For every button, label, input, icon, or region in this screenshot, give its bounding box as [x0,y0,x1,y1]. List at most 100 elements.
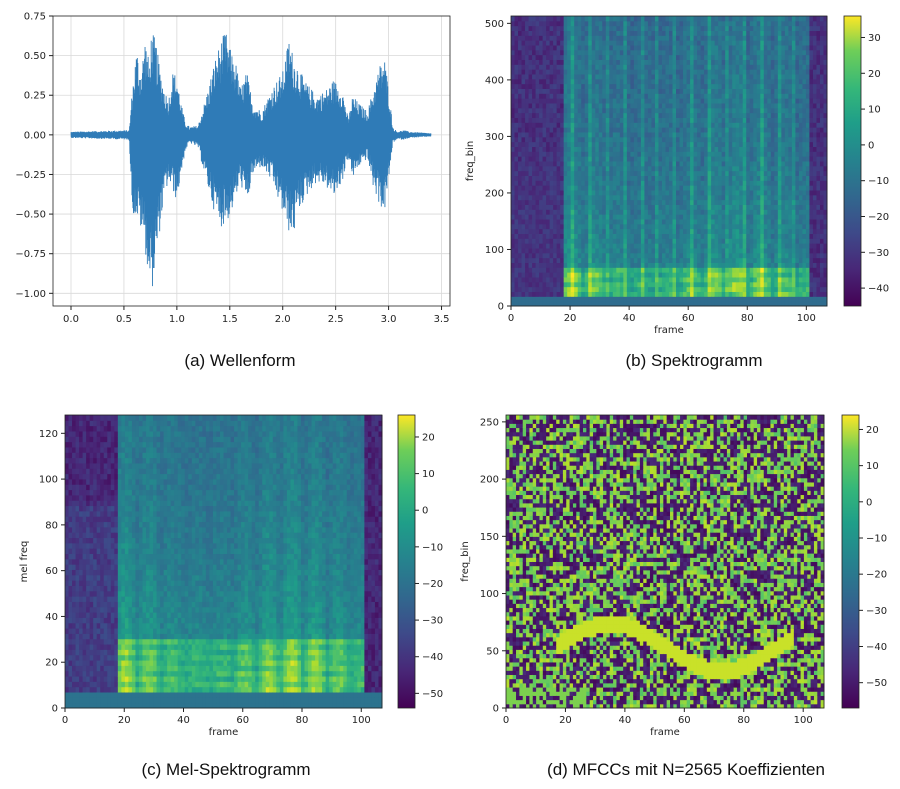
spectrogram-cell [647,301,652,307]
spectrogram-cell [630,214,635,220]
spectrogram-cell [753,161,758,167]
spectrogram-cell [665,98,670,104]
spectrogram-cell [784,267,789,273]
spectrogram-cell [602,45,607,51]
spectrogram-cell [763,98,768,104]
spectrogram-cell [669,272,674,278]
spectrogram-cell [570,59,575,65]
spectrogram-cell [739,146,744,152]
spectrogram-cell [753,228,758,234]
spectrogram-cell [791,103,796,109]
spectrogram-cell [514,185,519,191]
spectrogram-cell [683,209,688,215]
spectrogram-cell [711,30,716,36]
spectrogram-cell [605,248,610,254]
spectrogram-cell [781,209,786,215]
spectrogram-cell [711,252,716,259]
spectrogram-cell [640,257,645,263]
spectrogram-cell [609,170,614,176]
spectrogram-cell [521,40,526,46]
spectrogram-cell [612,185,617,191]
spectrogram-cell [570,296,575,302]
spectrogram-cell [704,233,709,239]
spectrogram-cell [704,209,709,215]
spectrogram-cell [651,93,656,99]
spectrogram-cell [581,252,586,259]
spectrogram-cell [626,141,631,147]
spectrogram-cell [777,267,782,273]
spectrogram-cell [661,277,666,283]
spectrogram-cell [788,132,793,138]
spectrogram-cell [781,267,786,273]
spectrogram-cell [511,281,516,288]
spectrogram-cell [700,291,705,297]
spectrogram-cell [518,117,523,123]
spectrogram-cell [584,165,589,172]
spectrogram-cell [753,301,758,307]
spectrogram-cell [654,272,659,278]
spectrogram-cell [651,170,656,176]
spectrogram-cell [612,45,617,51]
spectrogram-cell [553,233,558,239]
spectrogram-cell [637,199,642,205]
spectrogram-cell [553,74,558,80]
spectrogram-cell [697,296,702,302]
spectrogram-cell [760,107,765,114]
spectrogram-cell [644,170,649,176]
spectrogram-cell [665,277,670,283]
spectrogram-cell [753,180,758,186]
spectrogram-cell [591,88,596,94]
spectrogram-cell [640,136,645,143]
spectrogram-cell [609,54,614,60]
spectrogram-cell [609,233,614,239]
spectrogram-cell [542,204,547,210]
spectrogram-cell [591,243,596,249]
spectrogram-cell [626,223,631,230]
spectrogram-cell [686,141,691,147]
spectrogram-cell [718,74,723,80]
spectrogram-cell [567,281,572,288]
spectrogram-cell [711,49,716,56]
spectrogram-cell [749,40,754,46]
spectrogram-cell [644,243,649,249]
spectrogram-cell [735,132,740,138]
spectrogram-cell [732,233,737,239]
spectrogram-cell [697,74,702,80]
spectrogram-cell [753,49,758,56]
spectrogram-cell [767,161,772,167]
spectrogram-cell [763,248,768,254]
spectrogram-cell [640,141,645,147]
spectrogram-cell [584,54,589,60]
spectrogram-cell [651,252,656,259]
spectrogram-cell [570,194,575,201]
spectrogram-cell [630,204,635,210]
spectrogram-cell [704,156,709,162]
spectrogram-cell [774,296,779,302]
spectrogram-cell [598,228,603,234]
spectrogram-cell [669,151,674,157]
spectrogram-cell [798,223,803,230]
spectrogram-cell [749,78,754,85]
spectrogram-cell [542,170,547,176]
spectrogram-cell [791,16,796,22]
spectrogram-cell [549,281,554,288]
spectrogram-cell [633,107,638,114]
spectrogram-cell [577,204,582,210]
spectrogram-cell [661,88,666,94]
spectrogram-cell [588,243,593,249]
spectrogram-cell [697,107,702,114]
spectrogram-cell [763,45,768,51]
spectrogram-cell [683,190,688,196]
spectrogram-cell [602,117,607,123]
spectrogram-cell [514,277,519,283]
spectrogram-cell [788,35,793,41]
spectrogram-cell [605,238,610,244]
spectrogram-cell [595,170,600,176]
spectrogram-cell [721,16,726,22]
spectrogram-cell [535,112,540,118]
spectrogram-cell [714,219,719,225]
spectrogram-cell [577,277,582,283]
spectrogram-cell [746,112,751,118]
spectrogram-cell [514,281,519,288]
spectrogram-cell [777,93,782,99]
